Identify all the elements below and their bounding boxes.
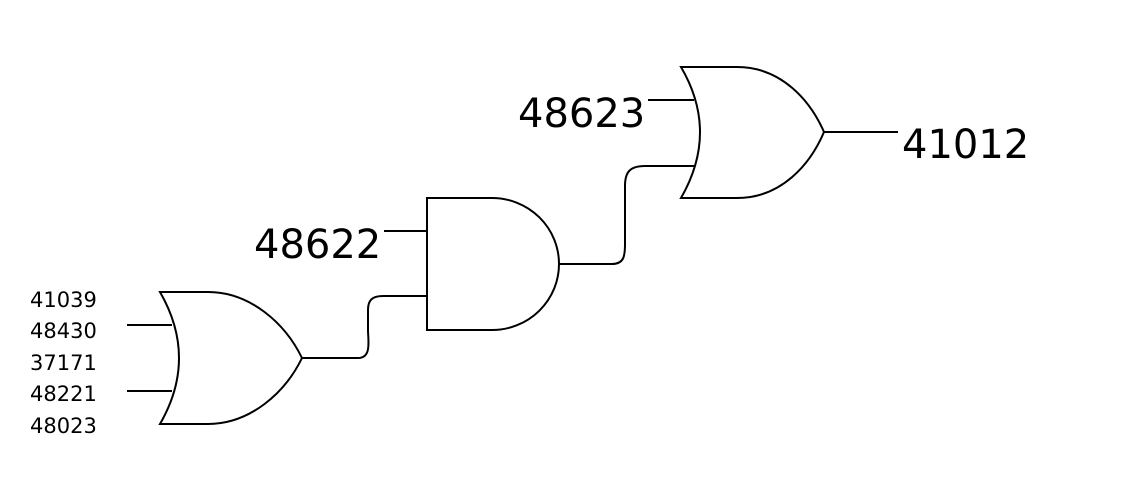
wire-or1-to-and (302, 295, 428, 359)
or-gate-1-input-label: 37171 (30, 351, 97, 375)
or-gate-2 (679, 66, 826, 199)
or-gate-1-input-label: 48221 (30, 382, 97, 406)
or-gate-2-input-label: 48623 (518, 91, 645, 137)
or-gate-1-input-label: 48023 (30, 414, 97, 438)
circuit-output-label: 41012 (902, 122, 1029, 168)
and-gate-input-label: 48622 (254, 222, 381, 268)
or-gate-1-input-label: 41039 (30, 288, 97, 312)
or-gate-1-input-label: 48430 (30, 319, 97, 343)
and-gate-1 (426, 197, 560, 331)
wire-and-to-or2 (559, 165, 696, 265)
or-gate-1 (158, 291, 304, 425)
